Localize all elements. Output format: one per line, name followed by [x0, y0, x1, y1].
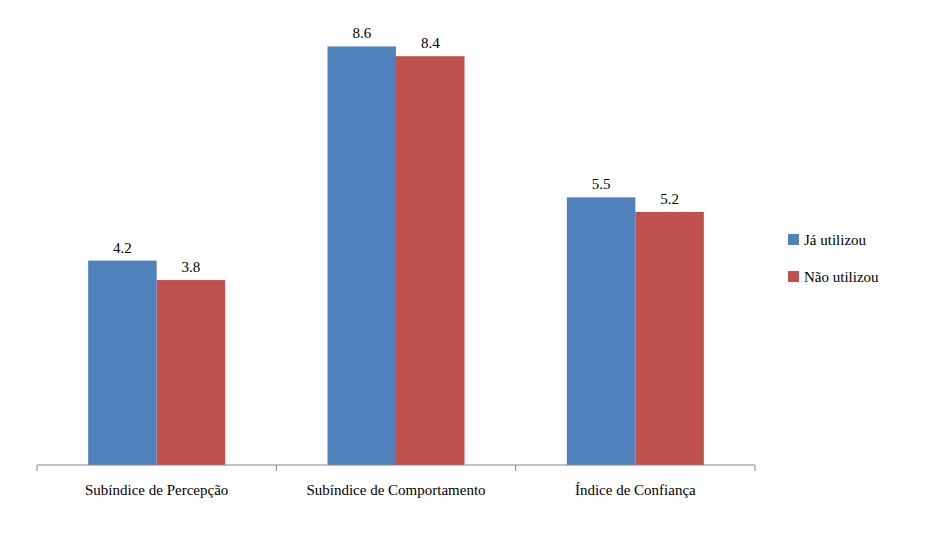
- x-tick-mark: [276, 465, 277, 471]
- bar: [635, 212, 704, 465]
- chart: 4.2 8.6 5.5 3.8 8.4 5.2 Subíndice de Percepção…: [0, 0, 944, 545]
- legend-swatch: [788, 271, 799, 282]
- bar: [88, 261, 156, 465]
- data-labels: 4.2 8.6 5.5 3.8 8.4 5.2: [113, 25, 679, 275]
- legend-swatch: [788, 234, 799, 245]
- legend-label: Já utilizou: [804, 232, 867, 248]
- data-label: 5.5: [592, 176, 611, 192]
- x-tick-mark: [515, 465, 516, 471]
- data-label: 8.6: [352, 25, 371, 41]
- bar: [567, 197, 636, 465]
- data-label: 4.2: [113, 240, 132, 256]
- bar: [157, 280, 226, 465]
- data-label: 5.2: [660, 191, 679, 207]
- legend: Já utilizou Não utilizou: [788, 232, 879, 285]
- x-tick-mark: [755, 465, 756, 471]
- x-tick-mark: [37, 465, 38, 471]
- chart-container: 4.2 8.6 5.5 3.8 8.4 5.2 Subíndice de Percepção…: [0, 0, 944, 545]
- bars: [88, 46, 704, 465]
- x-tick-label: Subíndice de Percepção: [85, 482, 228, 498]
- data-label: 3.8: [182, 259, 201, 275]
- x-tick-label: Índice de Confiança: [575, 482, 696, 498]
- legend-label: Não utilizou: [804, 269, 879, 285]
- data-label: 8.4: [421, 35, 440, 51]
- bar: [396, 56, 465, 465]
- x-axis: [37, 465, 755, 466]
- bar: [328, 46, 397, 465]
- x-tick-label: Subíndice de Comportamento: [306, 482, 485, 498]
